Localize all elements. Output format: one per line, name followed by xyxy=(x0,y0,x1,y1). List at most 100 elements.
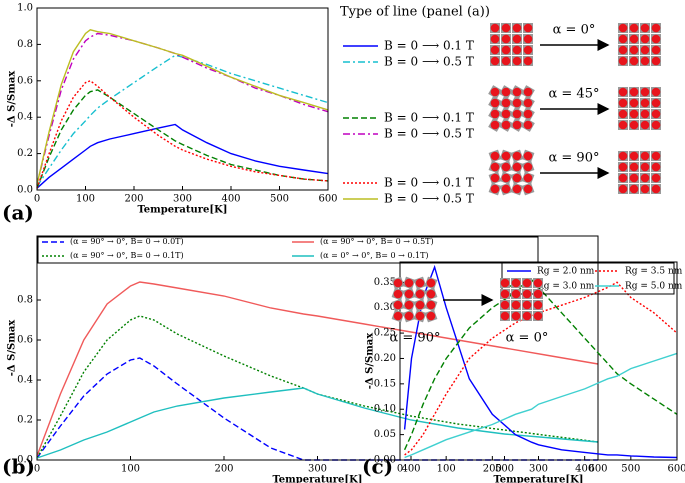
transition-label: α = 45° xyxy=(549,87,600,102)
y-tick-label: 0.8 xyxy=(17,295,33,306)
lattice-atom xyxy=(523,173,533,183)
lattice-atom xyxy=(523,23,533,33)
x-tick-label: 600 xyxy=(667,464,685,475)
lattice-atom xyxy=(501,56,511,66)
x-tick-label: 0 xyxy=(397,464,403,475)
x-tick-label: 400 xyxy=(401,464,420,475)
lattice-icon xyxy=(488,85,535,132)
x-tick-label: 200 xyxy=(483,464,502,475)
lattice-atom xyxy=(629,151,639,161)
data-line xyxy=(36,357,598,461)
lattice-atom xyxy=(533,300,543,310)
lattice-atom xyxy=(500,289,510,299)
y-tick-label: 0.10 xyxy=(374,404,396,415)
lattice-atom xyxy=(651,56,661,66)
transition-label: α = 0° xyxy=(553,23,596,38)
lattice-atom xyxy=(618,151,628,161)
y-tick-label: 0.35 xyxy=(374,277,396,288)
lattice-atom xyxy=(490,109,500,119)
lattice-atom xyxy=(501,173,511,183)
lattice-atom xyxy=(618,23,628,33)
x-tick-label: 300 xyxy=(529,464,548,475)
lattice-atom xyxy=(618,98,628,108)
lattice-atom xyxy=(618,56,628,66)
lattice-atom xyxy=(512,98,522,108)
lattice-atom xyxy=(512,184,522,194)
data-line xyxy=(36,32,329,185)
lattice-atom xyxy=(490,120,500,130)
lattice-atom xyxy=(651,109,661,119)
lattice-atom xyxy=(501,151,511,161)
data-line xyxy=(403,264,678,459)
y-tick-label: 0.15 xyxy=(374,378,396,389)
data-line xyxy=(36,281,599,457)
legend-label: (α = 90° → 0°, B= 0 → 0.0T) xyxy=(70,237,184,246)
legend-label: Rg = 3.5 nm xyxy=(625,267,683,277)
lattice-atom xyxy=(629,162,639,172)
lattice-atom xyxy=(404,300,414,310)
lattice-atom xyxy=(490,23,500,33)
legend-label: B = 0 ⟶ 0.5 T xyxy=(384,55,474,69)
lattice-atom xyxy=(512,109,522,119)
y-tick-label: 0.30 xyxy=(374,302,396,313)
lattice-atom xyxy=(651,98,661,108)
lattice-atom xyxy=(426,289,436,299)
lattice-atom xyxy=(415,300,425,310)
lattice-atom xyxy=(512,151,522,161)
lattice-atom xyxy=(523,56,533,66)
data-line xyxy=(36,387,599,459)
lattice-atom xyxy=(651,120,661,130)
lattice-atom xyxy=(490,151,500,161)
y-tick-label: 0.0 xyxy=(17,455,33,466)
legend-label: Rg = 2.0 nm xyxy=(537,267,595,277)
lattice-atom xyxy=(511,300,521,310)
lattice-atom xyxy=(522,278,532,288)
lattice-atom xyxy=(640,162,650,172)
lattice-atom xyxy=(415,278,425,288)
lattice-atom xyxy=(522,300,532,310)
lattice-atom xyxy=(629,34,639,44)
x-tick-label: 400 xyxy=(575,464,594,475)
lattice-atom xyxy=(640,23,650,33)
y-tick-label: 0.0 xyxy=(17,185,33,196)
legend-label: (α = 90° → 0°, B= 0 → 0.1T) xyxy=(70,251,184,260)
y-tick-label: 1.0 xyxy=(17,3,33,14)
legend-frame xyxy=(37,236,539,264)
x-tick-label: 100 xyxy=(437,464,456,475)
legend-label: (α = 0° → 0°, B= 0 → 0.1T) xyxy=(320,251,429,260)
lattice-atom xyxy=(640,45,650,55)
lattice-atom xyxy=(640,184,650,194)
x-tick-label: 500 xyxy=(621,464,640,475)
legend-label: B = 0 ⟶ 0.1 T xyxy=(384,111,474,125)
x-tick-label: 300 xyxy=(308,464,327,475)
lattice-atom xyxy=(490,45,500,55)
data-line xyxy=(36,29,329,185)
data-line xyxy=(404,352,678,459)
lattice-atom xyxy=(523,151,533,161)
legend-title: Type of line (panel (a)) xyxy=(340,5,490,20)
panel-label: (c) xyxy=(362,455,393,479)
lattice-atom xyxy=(640,34,650,44)
y-tick-label: 0.20 xyxy=(374,353,396,364)
lattice-atom xyxy=(651,87,661,97)
lattice-atom xyxy=(629,109,639,119)
y-axis-label: -Δ S/Smax xyxy=(7,319,18,377)
lattice-atom xyxy=(523,34,533,44)
lattice-icon xyxy=(618,151,661,194)
lattice-atom xyxy=(640,56,650,66)
lattice-atom xyxy=(523,184,533,194)
legend-label: Rg = 5.0 nm xyxy=(625,282,683,292)
x-tick-label: 300 xyxy=(173,194,192,205)
y-tick-label: 0.2 xyxy=(17,415,33,426)
lattice-atom xyxy=(629,184,639,194)
x-tick-label: 100 xyxy=(76,194,95,205)
lattice-atom xyxy=(501,98,511,108)
data-line xyxy=(36,89,329,189)
lattice-atom xyxy=(415,289,425,299)
data-line xyxy=(36,54,329,187)
lattice-atom xyxy=(512,173,522,183)
lattice-atom xyxy=(511,278,521,288)
legend-label: Rg = 3.0 nm xyxy=(537,282,595,292)
plot-frame xyxy=(399,261,678,461)
